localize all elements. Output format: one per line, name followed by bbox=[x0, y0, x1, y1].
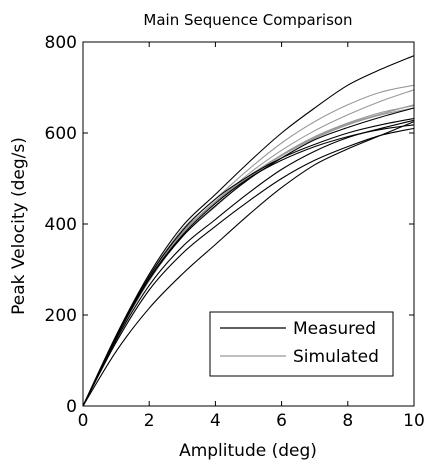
series-line-measured-6 bbox=[82, 55, 415, 407]
y-tick-label: 400 bbox=[45, 215, 77, 235]
chart-title: Main Sequence Comparison bbox=[143, 11, 352, 29]
legend-box bbox=[209, 311, 394, 377]
y-axis-label: Peak Velocity (deg/s) bbox=[9, 137, 29, 315]
y-tick-label: 200 bbox=[45, 306, 77, 326]
x-tick-label: 0 bbox=[78, 411, 89, 431]
y-tick-label: 0 bbox=[66, 397, 77, 417]
series-line-measured-5 bbox=[82, 107, 415, 407]
axes-frame bbox=[82, 41, 415, 407]
legend-label-measured: Measured bbox=[293, 319, 376, 339]
legend: Measured Simulated bbox=[209, 311, 394, 377]
x-tick-label: 4 bbox=[210, 411, 221, 431]
x-tick-label: 10 bbox=[403, 411, 425, 431]
legend-label-simulated: Simulated bbox=[293, 347, 379, 367]
series-line-measured-1 bbox=[82, 127, 415, 407]
x-axis-label: Amplitude (deg) bbox=[179, 441, 317, 461]
x-tick-label: 6 bbox=[276, 411, 287, 431]
y-tick-label: 600 bbox=[45, 124, 77, 144]
y-tick-label: 800 bbox=[45, 33, 77, 53]
plot-area bbox=[82, 55, 415, 407]
series-line-measured-4 bbox=[82, 117, 415, 407]
series-line-measured-0 bbox=[82, 121, 415, 407]
x-tick-label: 2 bbox=[144, 411, 155, 431]
x-tick-label: 8 bbox=[342, 411, 353, 431]
